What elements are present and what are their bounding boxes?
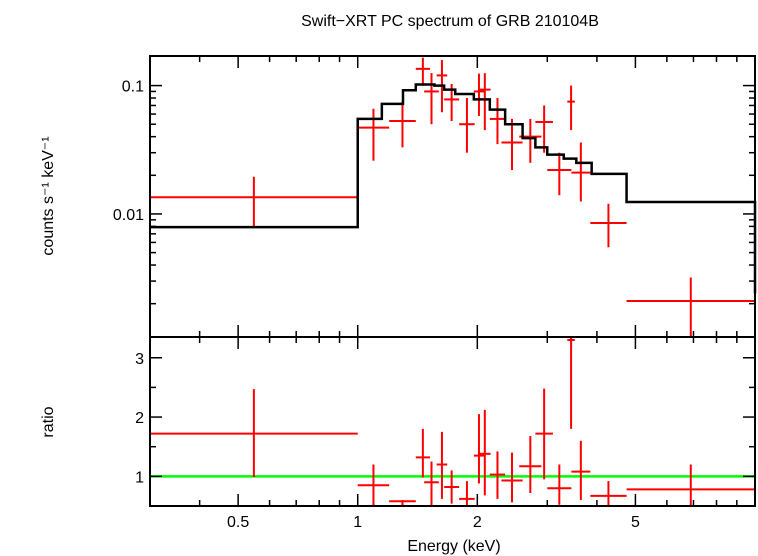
ratio-point-14 (535, 388, 553, 480)
ratio-ytick-label: 2 (135, 410, 144, 427)
spectrum-point-15 (547, 152, 572, 196)
ratio-y-axis-label: ratio (40, 406, 57, 437)
spectrum-point-17 (571, 142, 591, 202)
spectrum-y-axis-label: counts s⁻¹ keV⁻¹ (40, 136, 57, 255)
ratio-point-6 (436, 431, 448, 499)
x-tick-labels: 0.5 1 2 5 (227, 514, 640, 531)
ratio-ytick-label: 1 (135, 469, 144, 486)
x-axis-label: Energy (keV) (407, 538, 500, 555)
ratio-point-15 (547, 464, 572, 505)
spectrum-point-2 (357, 108, 390, 161)
spectrum-point-4 (415, 57, 430, 86)
chart-title: Swift−XRT PC spectrum of GRB 210104B (301, 13, 599, 30)
spectrum-point-12 (501, 118, 523, 170)
x-tick-label: 2 (473, 514, 482, 531)
ratio-ytick-label: 3 (135, 351, 144, 368)
ratio-point-1 (150, 389, 358, 477)
ratio-point-8 (459, 481, 475, 506)
spectrum-point-11 (489, 98, 506, 145)
spectrum-point-5 (424, 73, 439, 125)
ratio-panel: 1 2 3 (135, 336, 756, 507)
ratio-point-16 (571, 440, 591, 501)
ratio-point-2 (357, 464, 390, 506)
spectrum-point-10 (479, 73, 491, 131)
spectrum-point-1 (150, 176, 358, 228)
ratio-point-13 (519, 436, 542, 493)
spectrum-point-14 (535, 105, 553, 153)
model-step-line (150, 83, 757, 294)
spectrum-point-3 (389, 101, 416, 148)
spectrum-point-16 (567, 85, 575, 131)
spectrum-ytick-label: 0.1 (122, 79, 144, 96)
ratio-point-11 (489, 451, 506, 499)
spectrum-panel: 0.01 0.1 (113, 55, 757, 338)
x-tick-label: 0.5 (227, 514, 249, 531)
ratio-point-18 (590, 481, 627, 506)
ratio-data-layer (150, 337, 755, 506)
spectrum-data-layer (150, 57, 755, 337)
spectrum-point-9 (473, 73, 485, 116)
x-tick-label: 5 (631, 514, 640, 531)
x-tick-label: 1 (353, 514, 362, 531)
ratio-point-17 (567, 337, 575, 429)
ratio-point-5 (424, 461, 439, 506)
spectrum-point-19 (626, 277, 755, 337)
spectrum-point-18 (590, 203, 627, 248)
ratio-axes: 1 2 3 (135, 336, 756, 507)
ratio-point-12 (501, 452, 523, 503)
ratio-point-9 (473, 414, 485, 484)
spectrum-ytick-label: 0.01 (113, 207, 144, 224)
ratio-point-7 (444, 470, 460, 504)
ratio-point-4 (415, 428, 430, 478)
model-layer (150, 83, 757, 294)
spectrum-point-8 (459, 98, 475, 153)
ratio-frame (149, 336, 756, 507)
ratio-point-19 (626, 464, 755, 506)
ratio-point-10 (479, 409, 491, 496)
